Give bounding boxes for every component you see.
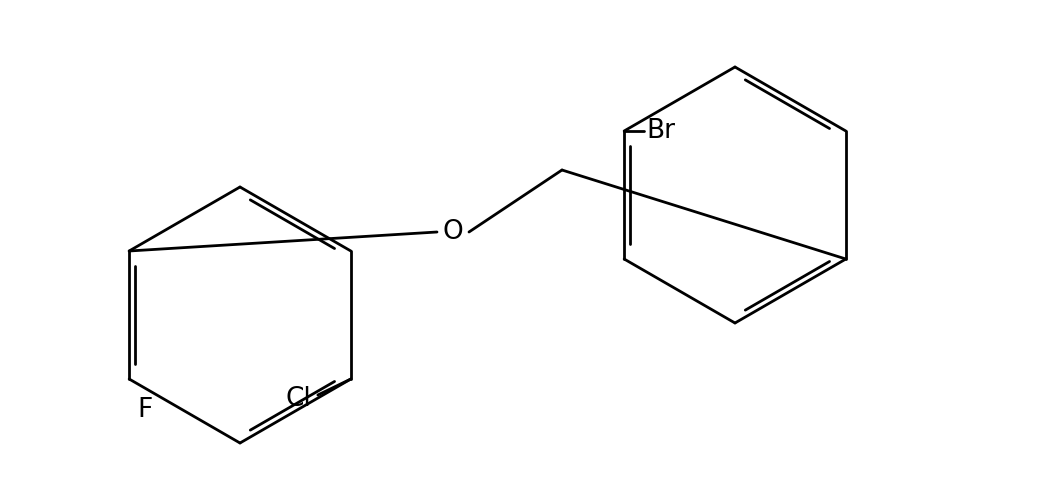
- Text: Br: Br: [646, 118, 676, 144]
- Text: O: O: [443, 219, 464, 245]
- Text: Cl: Cl: [285, 386, 311, 412]
- Text: F: F: [137, 397, 153, 423]
